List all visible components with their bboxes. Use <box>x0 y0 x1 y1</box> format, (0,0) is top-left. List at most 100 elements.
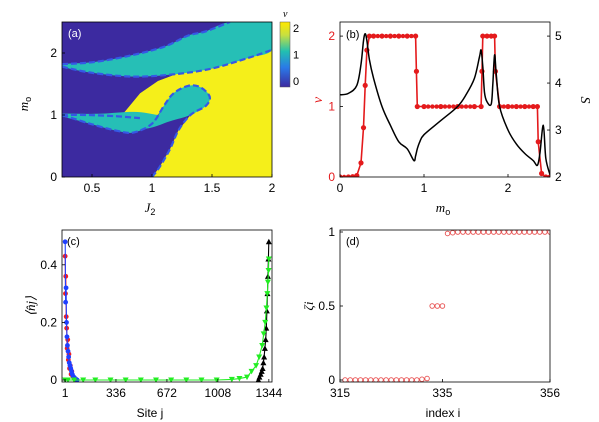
colorbar-tick-label: 2 <box>293 23 299 35</box>
panel-d-point <box>378 377 384 382</box>
panel-a-ylabel: mo <box>16 97 33 111</box>
panel-c-ytick-label: 0 <box>50 373 57 387</box>
panel-a-xtick-label: 1.5 <box>204 181 221 195</box>
panel-a-xtick-label: 0.5 <box>84 181 101 195</box>
panel-c-label: (c) <box>67 236 80 248</box>
panel-d-xtick-label: 356 <box>540 386 560 400</box>
panel-b-point <box>534 103 541 110</box>
panel-b-point <box>400 33 406 39</box>
panel-d-point <box>485 230 492 235</box>
panel-b-point <box>505 103 511 110</box>
panel-d-point <box>501 230 507 235</box>
panel-c-point <box>265 256 272 263</box>
panel-c-point <box>80 377 87 382</box>
panel-c-point <box>168 377 175 382</box>
panel-d-point <box>460 230 466 235</box>
panel-b-xtick-label: 1 <box>421 181 428 195</box>
panel-d-point <box>537 230 543 235</box>
phase-boundary-cusp <box>62 113 141 120</box>
colorbar <box>279 21 291 88</box>
panel-b-point <box>404 33 410 39</box>
panel-b-xtick-label: 0 <box>337 181 344 195</box>
panel-b-point <box>345 174 351 177</box>
panel-b-point <box>543 174 549 177</box>
panel-c-point <box>261 345 268 351</box>
panel-b-xtick-label: 2 <box>505 181 512 195</box>
panel-b-ylabel-right: S <box>577 97 592 104</box>
panel-d-ytick-label: 0.5 <box>318 299 335 313</box>
panel-d-point <box>521 230 528 235</box>
panel-a-ytick-label: 1 <box>50 108 57 122</box>
panel-b-point <box>513 103 520 110</box>
panel-d-xtick-label: 335 <box>432 386 452 400</box>
panel-d-point <box>367 377 374 382</box>
panel-c-point <box>213 377 220 382</box>
panel-d-point <box>393 377 400 382</box>
panel-b-point <box>501 104 506 109</box>
phase-region-nu2 <box>118 49 272 177</box>
panel-d-scatter: 315 335 356 0 0.5 1 (d) index i ζi <box>301 225 560 420</box>
phase-boundary-upper-low <box>62 48 272 78</box>
panel-b-point <box>366 33 372 39</box>
panel-c-point <box>65 348 71 354</box>
panel-b-right-ytick-label: 2 <box>555 170 562 184</box>
panel-b-series-right <box>340 32 550 175</box>
panel-b-point <box>526 104 532 109</box>
panel-a-xtick-label: 1 <box>149 181 156 195</box>
panel-c-point <box>137 377 144 382</box>
panel-b-point <box>491 33 498 39</box>
panel-b-point <box>426 104 431 109</box>
panel-b-point <box>384 33 389 39</box>
panel-d-ytick-label: 1 <box>328 225 335 239</box>
panel-d-point <box>398 377 405 382</box>
panel-c-point <box>255 377 262 382</box>
panel-c-point <box>183 377 190 382</box>
panel-c-point <box>71 377 78 382</box>
panel-d-point <box>465 230 471 235</box>
panel-a-ytick-label: 2 <box>50 46 57 60</box>
panel-b-point <box>478 103 484 110</box>
panel-d-point <box>352 377 359 382</box>
panel-c-point <box>264 291 271 297</box>
panel-d-point <box>419 376 425 382</box>
panel-c-point <box>256 354 263 360</box>
panel-b-point <box>459 104 464 109</box>
panel-d-point <box>383 377 389 382</box>
panel-d-point <box>547 230 550 235</box>
panel-c-point <box>244 374 251 381</box>
panel-c-xtick-label: 1344 <box>255 386 282 400</box>
panel-b-line: 0 1 2 0 1 2 2 3 4 5 (b) mo ν S <box>311 21 592 217</box>
panel-b-xlabel: mo <box>436 200 450 217</box>
panel-b-point <box>535 139 541 145</box>
panel-d-point <box>526 230 533 235</box>
panel-b-point <box>539 170 545 177</box>
panel-b-point <box>434 104 439 109</box>
panel-c-point <box>260 359 267 366</box>
panel-c-point <box>264 279 271 286</box>
phase-region-nu1-upper <box>62 22 272 77</box>
panel-d-point <box>516 230 523 235</box>
panel-d-point <box>403 377 410 382</box>
panel-c-ylabel: ⟨n̂j⟩ <box>23 296 38 316</box>
panel-b-point <box>350 174 355 177</box>
panel-b-point <box>522 103 528 110</box>
panel-c-line: 1 336 672 1008 1344 0 0.2 0.4 (c) Site j ⟨n̂j⟩ <box>23 229 283 420</box>
panel-b-point <box>392 33 397 39</box>
panel-c-point <box>65 343 70 348</box>
panel-c-point <box>198 377 205 382</box>
panel-b-point <box>371 33 377 39</box>
panel-a-xlabel: J2 <box>145 200 156 217</box>
panel-b-point <box>375 33 380 39</box>
panel-c-point <box>63 285 69 291</box>
panel-a-heatmap: 0.5 1 1.5 2 0 1 2 (a) 0 1 2 ν J2 mo <box>16 9 299 217</box>
colorbar-tick-label: 0 <box>293 76 299 88</box>
panel-c-point <box>262 336 269 343</box>
panel-b-point <box>518 104 523 109</box>
panel-d-point <box>429 303 435 309</box>
panel-c-point <box>260 331 267 337</box>
panel-b-right-ytick-label: 5 <box>555 29 562 43</box>
panel-b-point <box>438 103 444 110</box>
panel-b-point <box>447 104 452 109</box>
panel-c-point <box>66 354 72 360</box>
panel-d-point <box>414 377 420 382</box>
